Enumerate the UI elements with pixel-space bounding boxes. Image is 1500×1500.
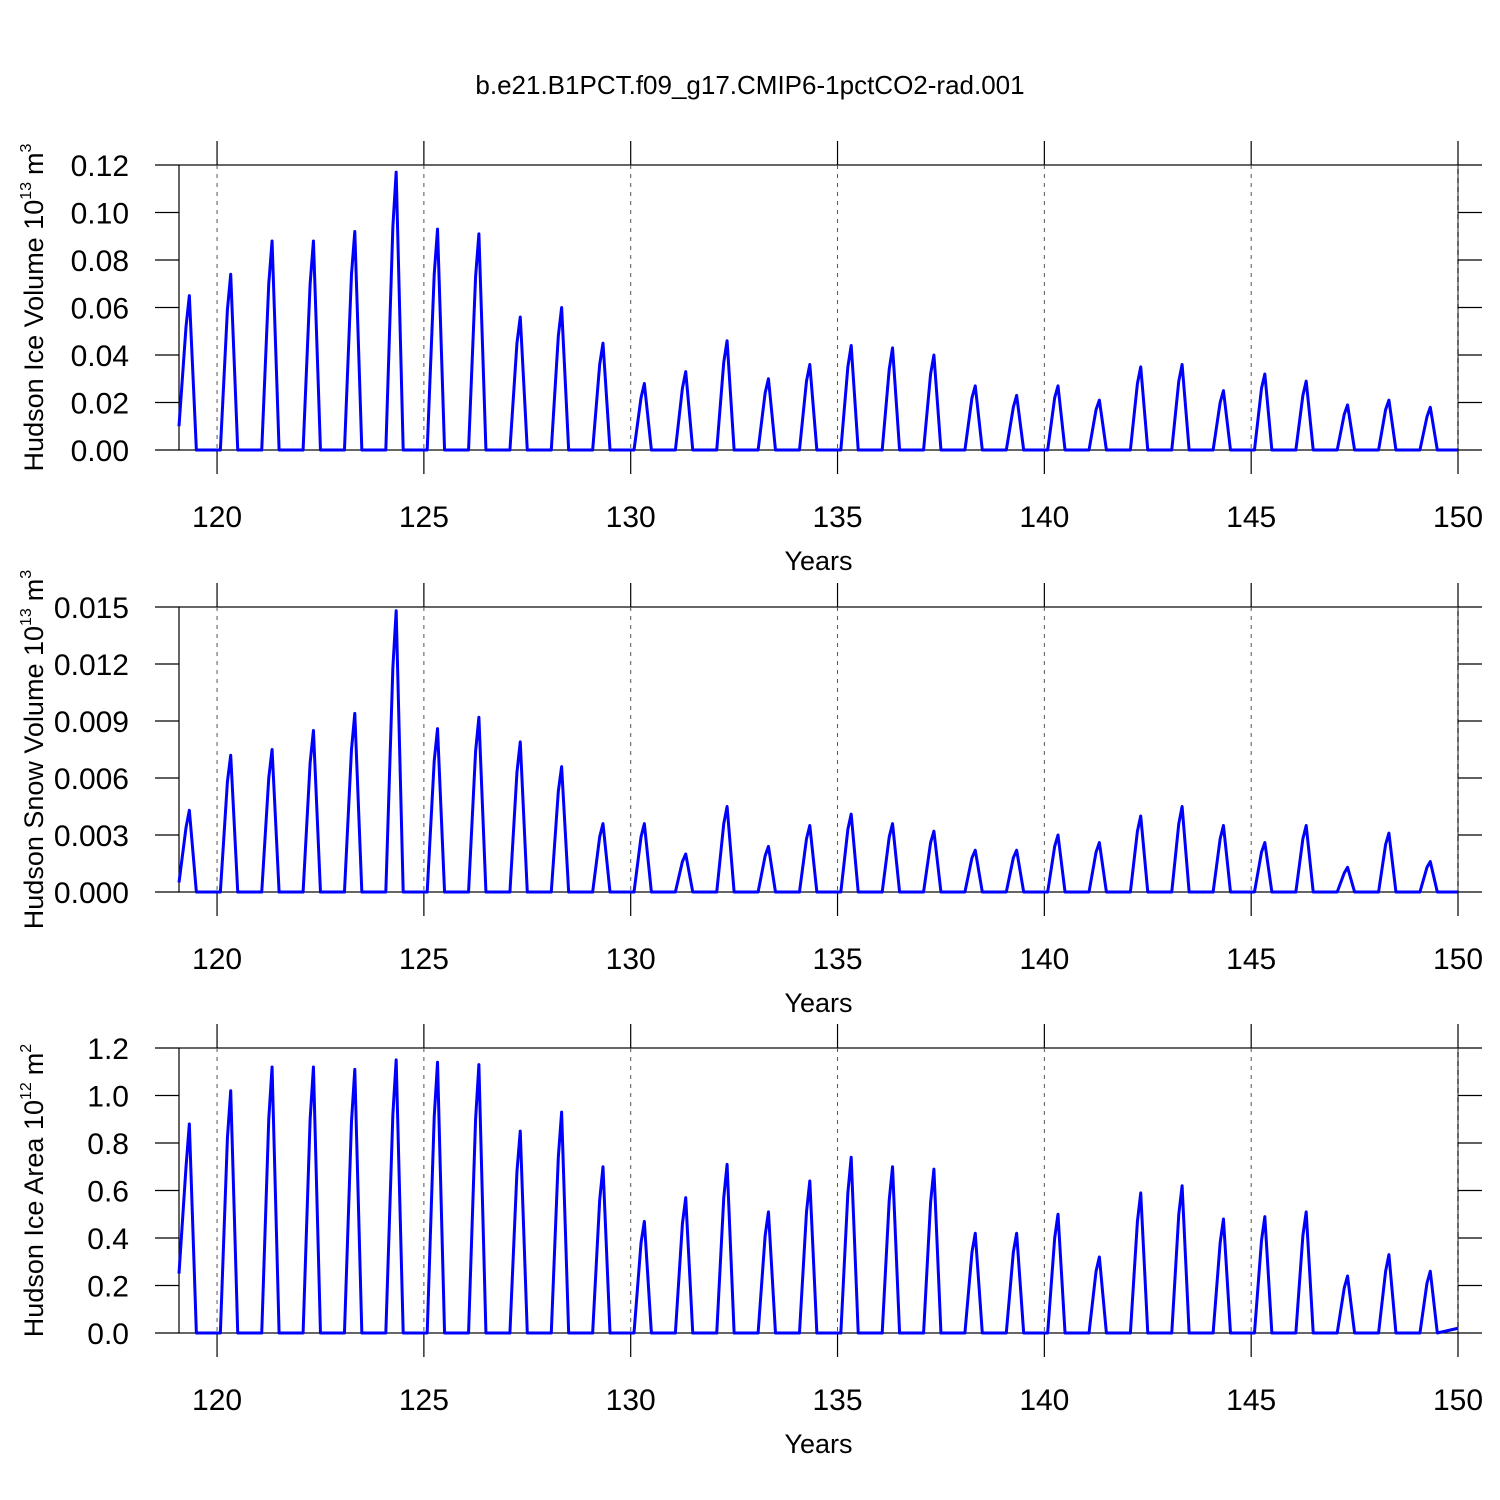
y-tick-label: 0.6 (87, 1176, 129, 1209)
y-tick-label: 0.2 (87, 1271, 129, 1304)
y-tick-label: 0.04 (71, 340, 129, 373)
x-tick-label: 130 (606, 501, 656, 534)
x-tick-label: 135 (812, 943, 862, 976)
y-tick-label: 0.06 (71, 293, 129, 326)
plot-frame (178, 1047, 1459, 1334)
y-tick-label: 0.006 (54, 763, 129, 796)
y-tick-label: 0.003 (54, 820, 129, 853)
x-tick-label: 125 (399, 1384, 449, 1417)
y-label-unit: m (19, 579, 49, 602)
y-tick-label: 0.02 (71, 388, 129, 421)
y-label-unit-exponent: 3 (18, 143, 35, 152)
x-axis-label: Years (784, 546, 852, 576)
y-tick-label: 0.4 (87, 1223, 129, 1256)
panel: 120 125 130 135 140 145 150 0.00 0.02 0.04 0.06 0.0… (18, 141, 1483, 576)
y-tick-label: 0.8 (87, 1128, 129, 1161)
y-label-exponent: 12 (18, 1082, 35, 1100)
y-label-unit-exponent: 3 (18, 570, 35, 579)
x-tick-label: 135 (812, 1384, 862, 1417)
y-axis-label: Hudson Ice Volume 1013 m3 (18, 143, 49, 471)
x-axis-label: Years (784, 1429, 852, 1459)
x-tick-label: 120 (192, 943, 242, 976)
y-tick-label: 0.00 (71, 435, 129, 468)
x-tick-label: 120 (192, 1384, 242, 1417)
x-tick-label: 150 (1433, 943, 1483, 976)
data-line (177, 609, 1458, 894)
x-tick-label: 150 (1433, 1384, 1483, 1417)
x-tick-label: 130 (606, 1384, 656, 1417)
x-tick-label: 135 (812, 501, 862, 534)
y-tick-label: 0.08 (71, 245, 129, 278)
y-label-text: Hudson Ice Volume 10 (19, 200, 49, 472)
x-tick-label: 125 (399, 501, 449, 534)
y-tick-label: 1.2 (87, 1033, 129, 1066)
y-axis-label: Hudson Snow Volume 1013 m3 (18, 570, 49, 930)
y-tick-label: 0.009 (54, 706, 129, 739)
y-tick-label: 0.10 (71, 198, 129, 231)
y-tick-label: 0.015 (54, 592, 129, 625)
x-tick-label: 120 (192, 501, 242, 534)
plot-frame (178, 164, 1459, 451)
y-label-exponent: 13 (18, 608, 35, 626)
y-tick-label: 0.012 (54, 649, 129, 682)
y-label-unit: m (19, 152, 49, 175)
data-line (177, 170, 1458, 452)
x-tick-label: 140 (1019, 943, 1069, 976)
figure-title: b.e21.B1PCT.f09_g17.CMIP6-1pctCO2-rad.00… (475, 70, 1024, 100)
x-tick-label: 125 (399, 943, 449, 976)
y-label-text: Hudson Snow Volume 10 (19, 626, 49, 929)
y-axis-label: Hudson Ice Area 1012 m2 (18, 1044, 49, 1337)
panel: 120 125 130 135 140 145 150 0.0 0.2 0.4 0.6 0.8 1.0 1… (18, 1024, 1483, 1459)
data-line (177, 1058, 1459, 1335)
x-tick-label: 140 (1019, 1384, 1069, 1417)
x-tick-label: 145 (1226, 943, 1276, 976)
x-tick-label: 130 (606, 943, 656, 976)
y-label-unit: m (19, 1053, 49, 1076)
x-tick-label: 140 (1019, 501, 1069, 534)
y-tick-label: 0.000 (54, 877, 129, 910)
y-tick-label: 0.12 (71, 150, 129, 183)
x-tick-label: 150 (1433, 501, 1483, 534)
y-label-exponent: 13 (18, 182, 35, 200)
y-tick-label: 1.0 (87, 1081, 129, 1114)
x-tick-label: 145 (1226, 501, 1276, 534)
x-tick-label: 145 (1226, 1384, 1276, 1417)
panel: 120 125 130 135 140 145 150 0.000 0.003 0.006 0.00… (18, 570, 1483, 1018)
y-tick-label: 0.0 (87, 1318, 129, 1351)
y-label-unit-exponent: 2 (18, 1044, 35, 1053)
y-label-text: Hudson Ice Area 10 (19, 1100, 49, 1337)
x-axis-label: Years (784, 988, 852, 1018)
